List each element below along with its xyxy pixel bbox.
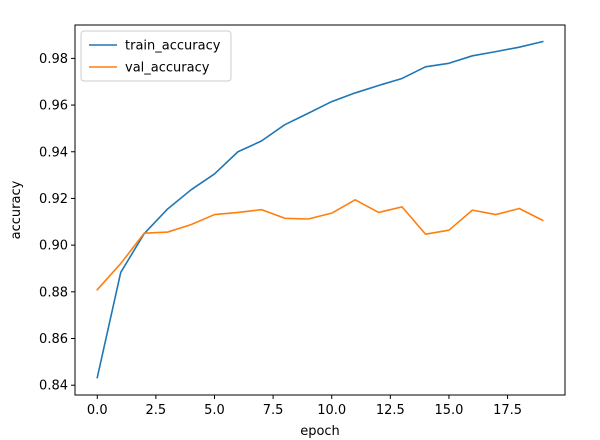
series-line-val-accuracy (96, 199, 544, 291)
legend-label: val_accuracy (125, 61, 210, 76)
x-tick-label: 2.5 (146, 403, 167, 418)
y-tick-label: 0.92 (39, 192, 68, 207)
y-axis-label: accuracy (9, 180, 24, 239)
legend-label: train_accuracy (125, 39, 221, 54)
x-tick-label: 17.5 (493, 403, 522, 418)
y-axis-ticks: 0.84 0.86 0.88 0.90 0.92 0.94 0.96 0.98 (39, 52, 75, 394)
y-tick-label: 0.88 (39, 285, 68, 300)
y-tick-label: 0.84 (39, 379, 68, 394)
series-line-train-accuracy (96, 40, 544, 379)
x-axis-ticks: 0.0 2.5 5.0 7.5 10.0 12.5 15.0 17.5 (87, 395, 522, 418)
x-tick-label: 7.5 (263, 403, 284, 418)
plot-lines (96, 40, 544, 379)
x-tick-label: 0.0 (87, 403, 108, 418)
x-tick-label: 12.5 (376, 403, 405, 418)
x-tick-label: 5.0 (204, 403, 225, 418)
y-tick-label: 0.98 (39, 52, 68, 67)
legend-box (80, 30, 232, 82)
x-tick-label: 10.0 (317, 403, 346, 418)
y-tick-label: 0.90 (39, 239, 68, 254)
y-tick-label: 0.94 (39, 145, 68, 160)
x-axis-label: epoch (300, 424, 340, 439)
y-tick-label: 0.86 (39, 332, 68, 347)
x-tick-label: 15.0 (434, 403, 463, 418)
legend: train_accuracy val_accuracy (80, 30, 232, 82)
axes-frame (74, 24, 566, 396)
y-tick-label: 0.96 (39, 99, 68, 114)
